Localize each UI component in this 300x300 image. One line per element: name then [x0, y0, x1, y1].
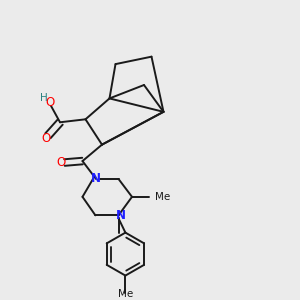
Text: O: O	[45, 96, 54, 110]
Text: O: O	[56, 156, 65, 169]
Text: Me: Me	[154, 192, 170, 202]
Text: O: O	[42, 132, 51, 145]
Text: Me: Me	[118, 289, 133, 299]
Text: N: N	[116, 209, 126, 222]
Text: N: N	[91, 172, 101, 185]
Text: H: H	[40, 93, 47, 103]
